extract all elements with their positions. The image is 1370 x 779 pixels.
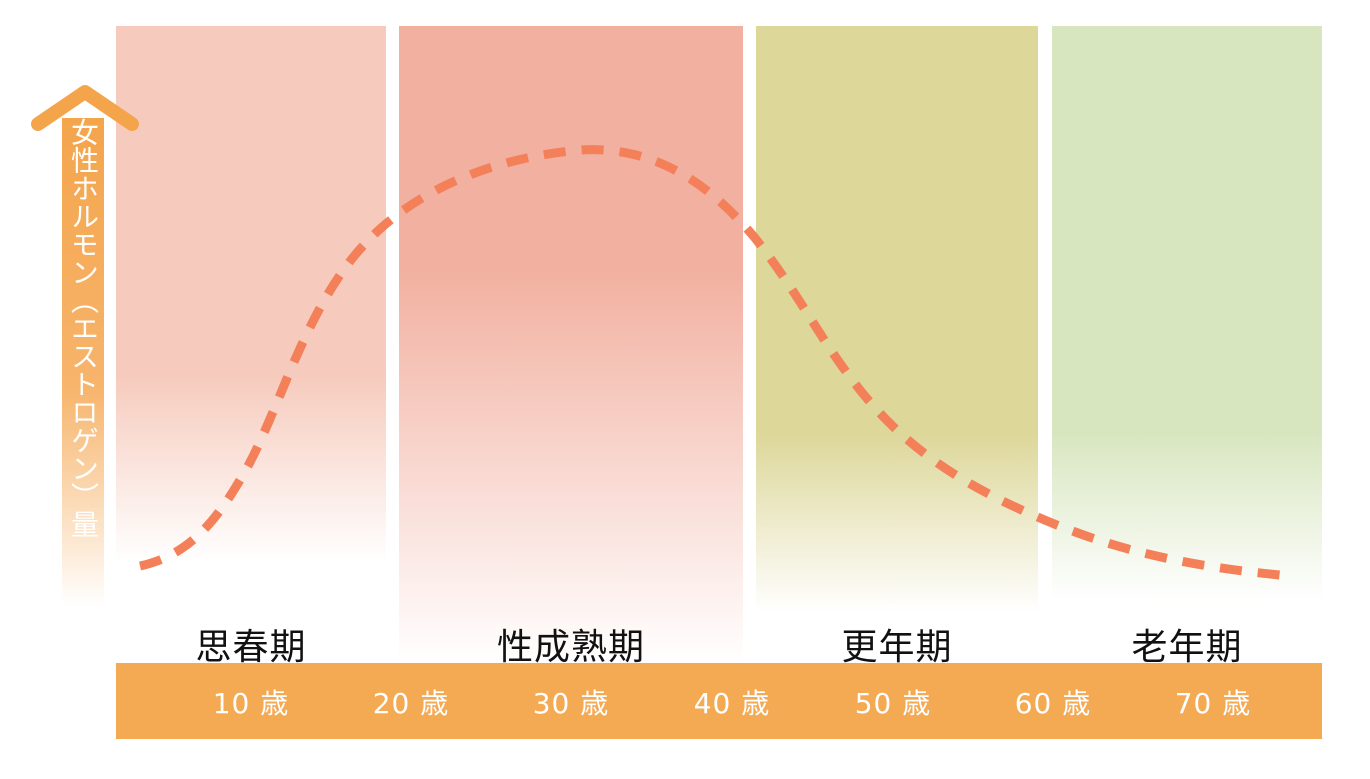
up-arrow-icon [31, 85, 139, 131]
age-label-30: 30 歳 [532, 687, 610, 720]
age-label-20: 20 歳 [372, 687, 450, 720]
age-label-50: 50 歳 [854, 687, 932, 720]
phase-puberty: 思春期 [116, 26, 386, 668]
age-label-70: 70 歳 [1174, 687, 1252, 720]
phase-label-menopause: 更年期 [841, 627, 953, 668]
phase-menopause: 更年期 [756, 26, 1038, 668]
age-label-40: 40 歳 [693, 687, 771, 720]
hormone-axis-label: 女性ホルモン（エストロゲン）量 [67, 118, 100, 538]
age-axis-bar [116, 663, 1322, 739]
phase-label-sexual-maturity: 性成熟期 [496, 627, 645, 668]
phase-senior: 老年期 [1052, 26, 1322, 668]
phase-label-senior: 老年期 [1131, 627, 1243, 668]
phase-sexual-maturity: 性成熟期 [399, 26, 743, 668]
phase-label-puberty: 思春期 [195, 627, 307, 668]
age-label-10: 10 歳 [212, 687, 290, 720]
age-label-60: 60 歳 [1014, 687, 1092, 720]
estrogen-curve-line [138, 145, 1291, 581]
hormone-axis-arrow-stem [62, 118, 104, 606]
